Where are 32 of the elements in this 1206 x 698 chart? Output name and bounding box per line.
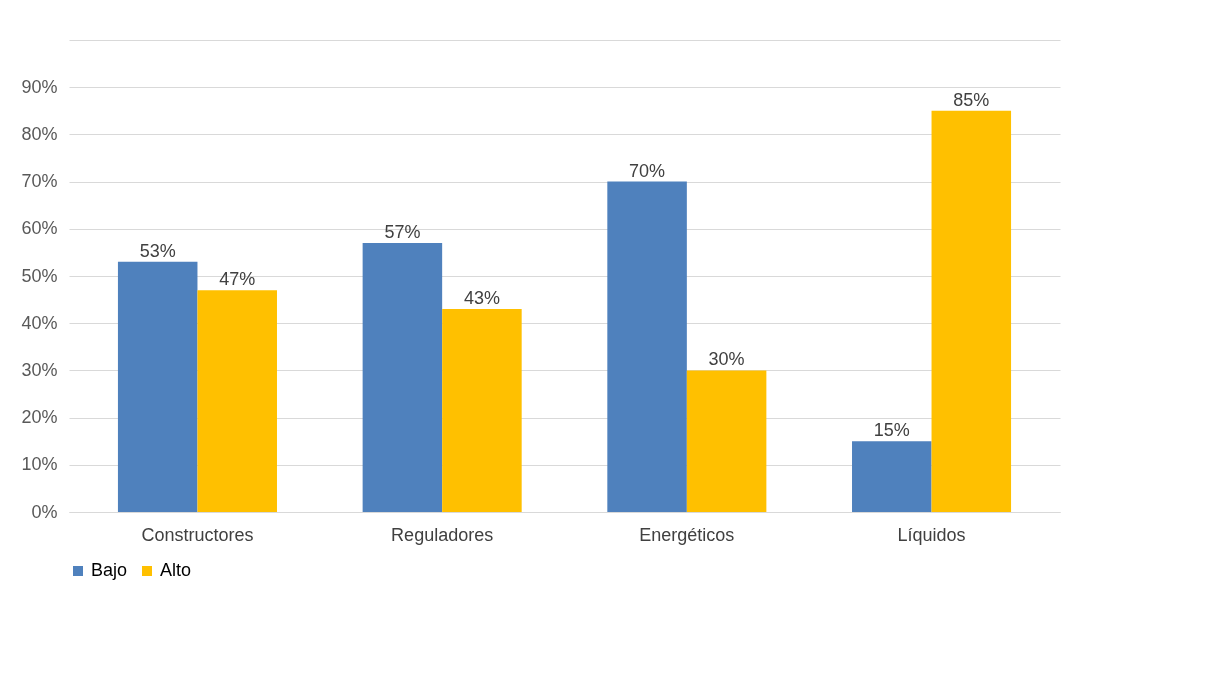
bar	[686, 370, 767, 512]
bar	[362, 242, 443, 512]
y-tick-label: 40%	[21, 312, 58, 333]
y-tick-label: 30%	[21, 359, 58, 380]
y-tick-label: 50%	[21, 265, 58, 286]
data-label: 47%	[219, 269, 256, 290]
y-tick-label: 60%	[21, 218, 58, 239]
x-tick-label: Reguladores	[391, 524, 494, 545]
data-label: 57%	[384, 221, 421, 242]
data-label: 15%	[873, 420, 910, 441]
legend-label: Alto	[160, 560, 192, 580]
bar	[607, 181, 687, 512]
data-label: 30%	[708, 349, 745, 370]
bar	[852, 441, 932, 512]
legend-label: Bajo	[91, 560, 128, 580]
data-label: 43%	[463, 288, 500, 309]
bar	[442, 309, 522, 512]
bar	[197, 290, 277, 512]
data-label: 85%	[953, 89, 990, 110]
y-tick-label: 0%	[31, 501, 58, 522]
bar	[931, 110, 1012, 512]
x-tick-label: Energéticos	[639, 524, 735, 545]
y-tick-label: 20%	[21, 407, 58, 428]
data-label: 70%	[629, 160, 666, 181]
y-tick-label: 70%	[21, 171, 58, 192]
data-label: 53%	[139, 240, 176, 261]
x-tick-label: Líquidos	[897, 524, 966, 545]
y-tick-label: 80%	[21, 123, 58, 144]
y-tick-label: 10%	[21, 454, 58, 475]
y-tick-label: 90%	[21, 76, 58, 97]
bar	[117, 261, 198, 512]
x-tick-label: Constructores	[141, 524, 254, 545]
